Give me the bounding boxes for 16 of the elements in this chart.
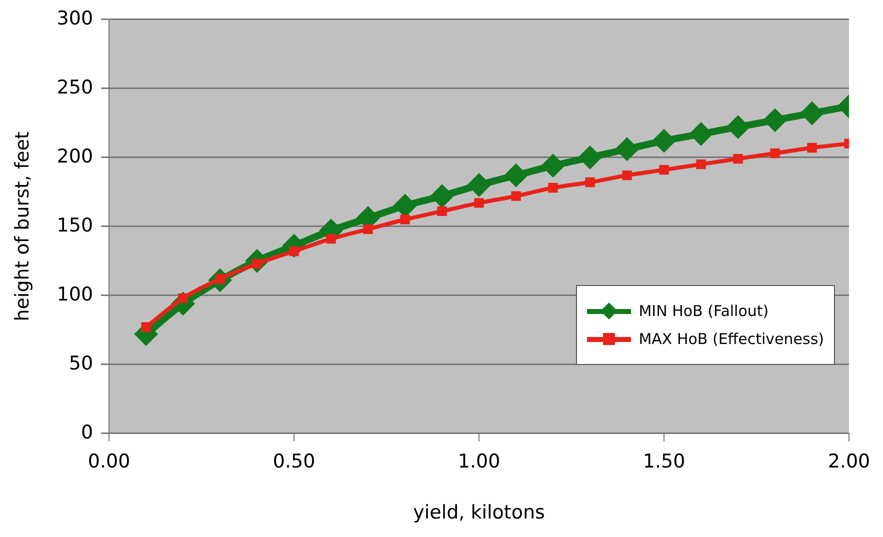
x-tick-label: 0.50 — [272, 450, 316, 473]
y-tick-label: 100 — [56, 283, 94, 306]
x-tick-label: 0.00 — [88, 450, 130, 473]
y-axis-title: height of burst, feet — [11, 131, 34, 322]
legend-label: MAX HoB (Effectiveness) — [638, 330, 824, 348]
y-tick-label: 250 — [56, 76, 94, 98]
y-tick-label: 200 — [56, 145, 94, 168]
y-tick-label: 300 — [56, 7, 94, 30]
y-tick-label: 150 — [56, 214, 94, 236]
legend-label: MIN HoB (Fallout) — [638, 302, 769, 320]
y-tick-label: 50 — [68, 352, 94, 374]
x-tick-label: 1.50 — [642, 450, 686, 473]
x-axis-title: yield, kilotons — [413, 502, 545, 524]
x-tick-label: 1.00 — [458, 450, 500, 473]
x-tick-label: 2.00 — [828, 450, 870, 473]
y-tick-label: 0 — [80, 421, 94, 444]
